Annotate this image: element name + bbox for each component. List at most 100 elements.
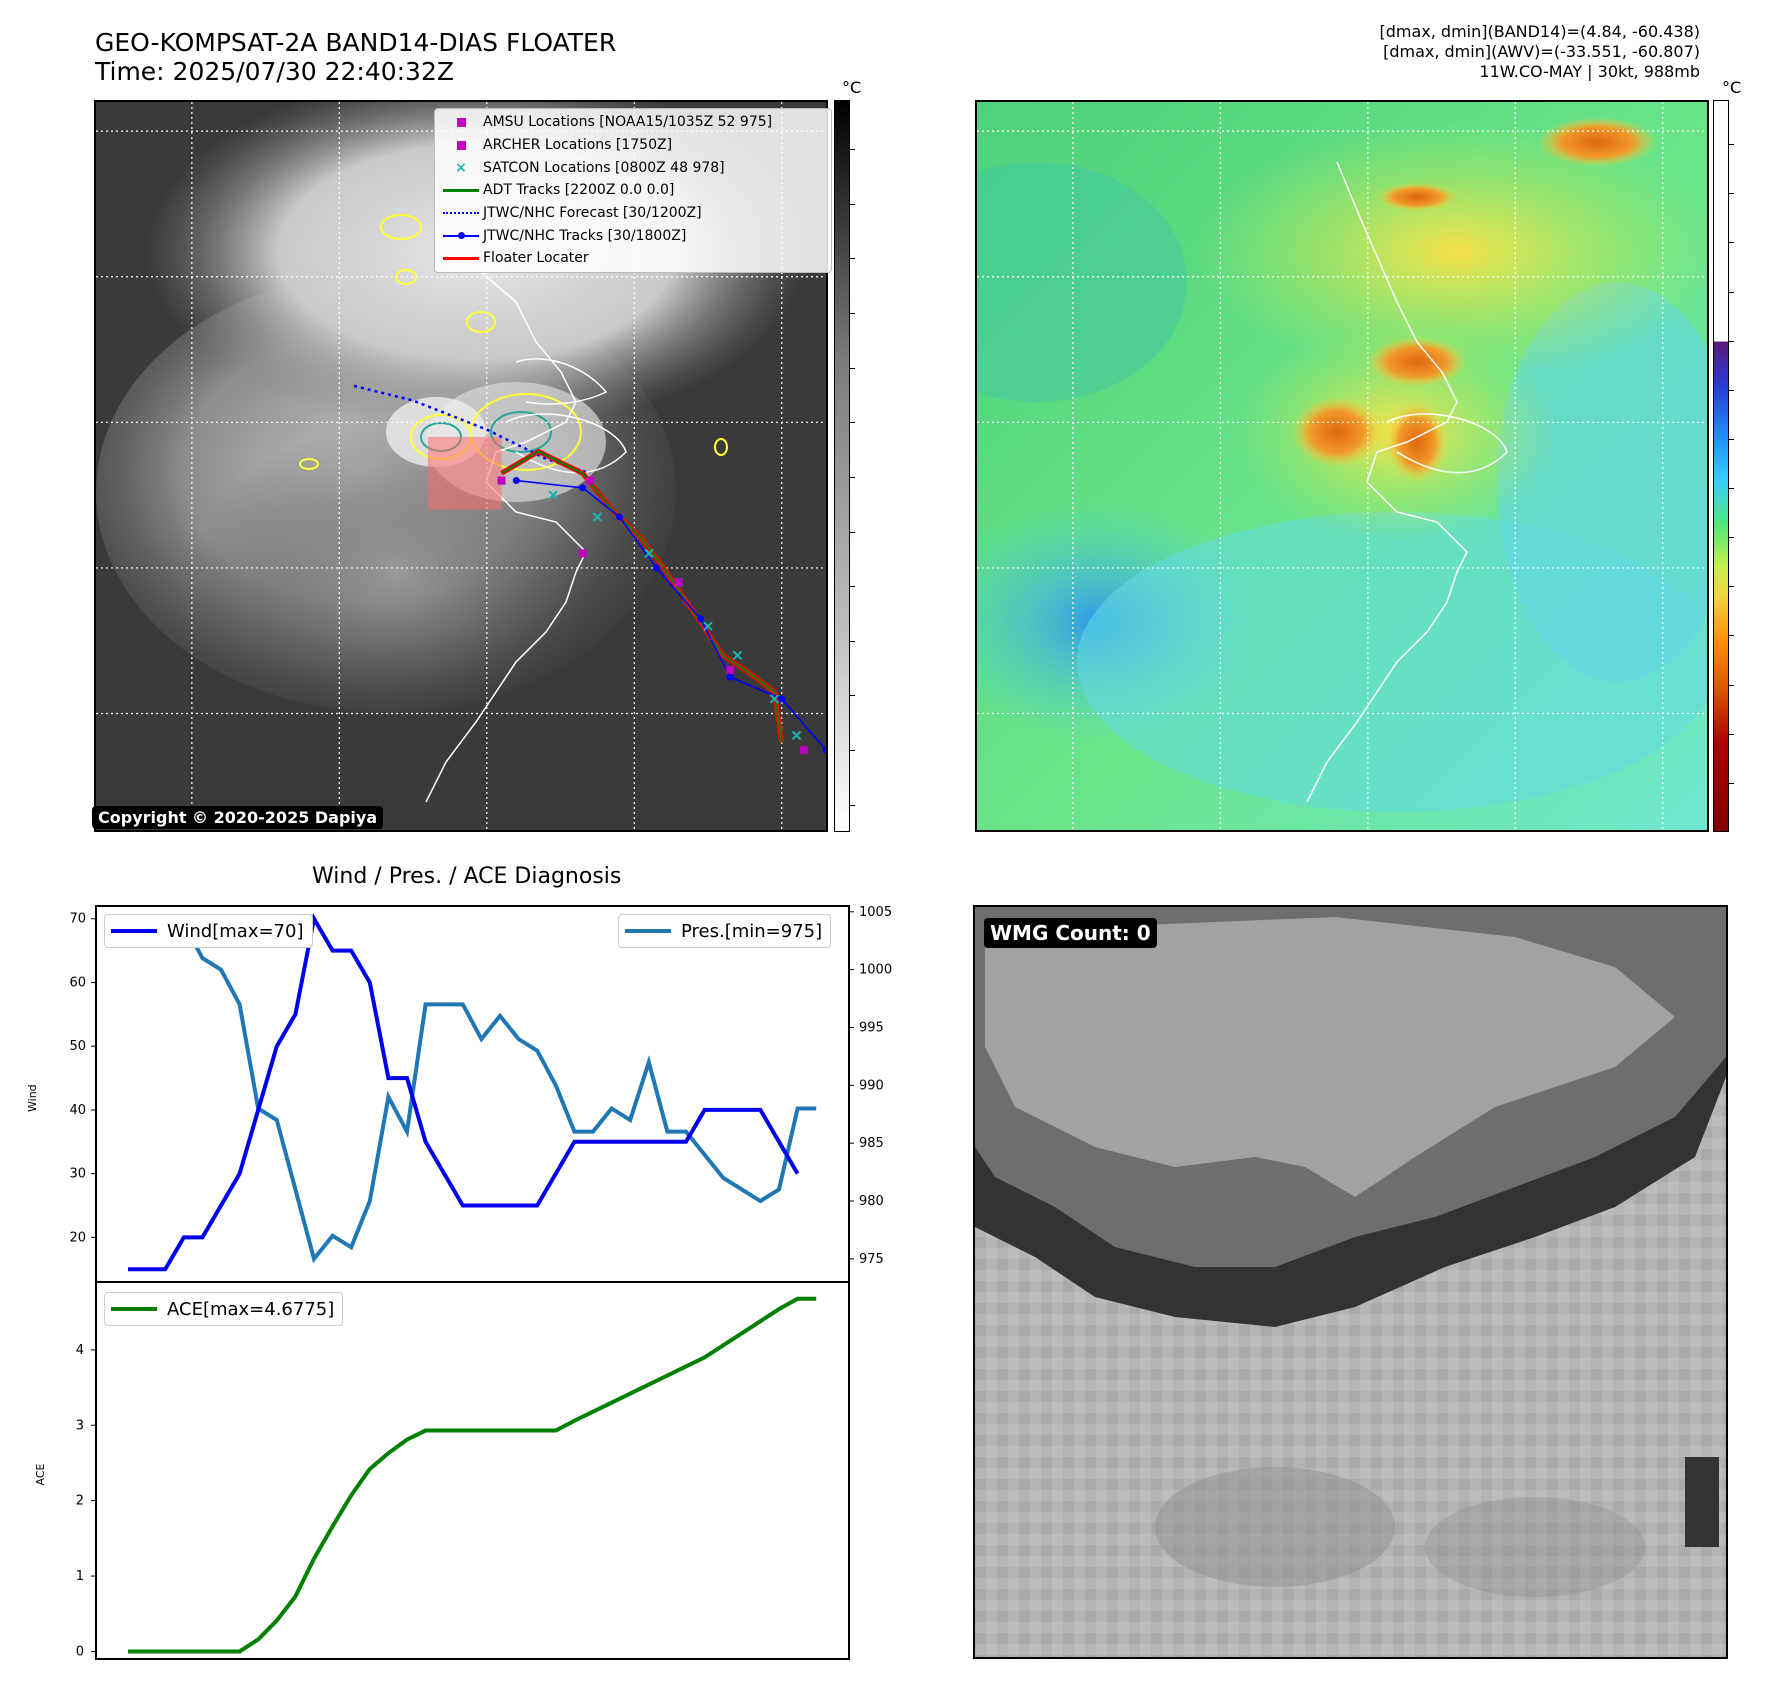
wv-colorbar-unit: °C [1722,78,1742,97]
ir-colorbar [834,100,850,832]
ir-tick-mark [850,422,855,424]
satcon-point [732,650,743,660]
ir-tick-mark [850,586,855,588]
diagnosis-chart: 203040506070Wind97598098599099510001005P… [26,905,892,1660]
wv-tick-mark [1729,782,1734,784]
ir-tick-mark [850,804,855,806]
ir-tick-mark [850,695,855,697]
diagnosis-title: Wind / Pres. / ACE Diagnosis [312,864,622,889]
wv-colorbar [1713,100,1729,832]
ace-series-line [128,1296,817,1654]
ir-tick-mark [850,750,855,752]
ir-tick-mark [850,531,855,533]
adt-track [501,450,783,743]
ace-tick-label: 1 [76,1569,84,1584]
ace-legend-label: ACE[max=4.6775] [167,1298,335,1320]
pressure-tick-label: 995 [859,1020,884,1035]
ir-tick-mark [850,640,855,642]
satcon-point [592,512,603,522]
map-legend-label: ADT Tracks [2200Z 0.0 0.0] [483,182,675,199]
legend-symbol-icon [439,117,483,127]
pressure-tick-label: 980 [859,1194,884,1209]
ir-tick-mark [850,258,855,260]
ir-tick-mark [850,367,855,369]
map-legend-item: ARCHER Locations [1750Z] [439,134,827,157]
info-line-2: [dmax, dmin](AWV)=(-33.551, -60.807) [1383,42,1700,61]
ace-tick-label: 4 [76,1343,84,1358]
wind-tick-label: 70 [69,912,86,927]
ace-legend-line [111,1307,157,1311]
map-legend-item: Floater Locater [439,247,827,270]
wind-series-line [128,913,800,1272]
amsu-point [799,745,808,754]
map-legend-label: SATCON Locations [0800Z 48 978] [483,159,725,176]
ace-legend: ACE[max=4.6775] [104,1292,344,1326]
satcon-point [644,548,654,559]
ace-tick-label: 2 [76,1494,84,1509]
wind-tick-label: 60 [69,975,86,990]
pressure-tick-label: 1005 [859,905,892,920]
jtwc-track-point [822,746,826,754]
map-legend-label: Floater Locater [483,250,589,267]
ir-tick-mark [850,476,855,478]
info-line-3: 11W.CO-MAY | 30kt, 988mb [1479,62,1700,81]
archer-point [586,476,595,485]
legend-symbol-icon [439,231,483,239]
figure-title: GEO-KOMPSAT-2A BAND14-DIAS FLOATER Time:… [95,28,616,86]
satcon-point [791,730,802,741]
pressure-series-line [128,921,817,1264]
legend-symbol-icon [439,140,483,150]
map-legend-item: ADT Tracks [2200Z 0.0 0.0] [439,179,827,202]
wmg-count-badge: WMG Count: 0 [984,918,1157,948]
wv-map-image [977,102,1707,830]
copyright-label: Copyright © 2020-2025 Dapiya [92,806,384,829]
pressure-tick-label: 975 [859,1252,884,1267]
wind-legend-label: Wind[max=70] [167,920,304,942]
jtwc-track-point [616,513,624,521]
pressure-tick-label: 990 [859,1078,884,1093]
map-legend-item: JTWC/NHC Forecast [30/1200Z] [439,202,827,225]
ir-tick-mark [850,149,855,151]
wind-legend-line [111,929,157,933]
ace-tick-label: 0 [76,1644,84,1659]
title-line-2: Time: 2025/07/30 22:40:32Z [95,57,454,86]
wv-tick-mark [1729,537,1734,539]
legend-symbol-icon: × [455,159,467,176]
wv-tick-mark [1729,389,1734,391]
wv-tick-mark [1729,193,1734,195]
wind-tick-label: 50 [69,1039,86,1054]
wind-tick-label: 30 [69,1167,86,1182]
wmg-image [975,907,1726,1657]
pressure-tick-label: 985 [859,1136,884,1151]
floater-box [427,436,502,510]
wv-tick-mark [1729,586,1734,588]
jtwc-track-point [778,695,786,703]
map-legend-label: JTWC/NHC Forecast [30/1200Z] [483,205,702,222]
satcon-point [548,490,558,500]
wv-tick-mark [1729,242,1734,244]
map-legend-item: AMSU Locations [NOAA15/1035Z 52 975] [439,111,827,134]
satcon-point [769,694,780,704]
jtwc-track-point [652,564,660,572]
amsu-point [674,578,683,587]
wv-tick-mark [1729,733,1734,735]
info-line-1: [dmax, dmin](BAND14)=(4.84, -60.438) [1379,22,1701,41]
jtwc-track-point [726,673,734,681]
wv-map-panel [975,100,1709,832]
pressure-tick-label: 1000 [859,963,892,978]
ace-axis-label: ACE [34,1463,47,1485]
ir-tick-mark [850,203,855,205]
wind-legend: Wind[max=70] [104,914,313,948]
map-legend-label: AMSU Locations [NOAA15/1035Z 52 975] [483,114,773,131]
wv-tick-mark [1729,635,1734,637]
amsu-point [726,665,735,674]
map-legend-item: × SATCON Locations [0800Z 48 978] [439,156,827,179]
pressure-legend: Pres.[min=975] [618,914,832,948]
legend-symbol-icon [439,257,483,260]
pressure-legend-line [625,929,671,933]
info-block: [dmax, dmin](BAND14)=(4.84, -60.438) [dm… [1380,22,1701,82]
wv-tick-mark [1729,144,1734,146]
wv-tick-mark [1729,291,1734,293]
legend-symbol-icon [439,212,483,215]
amsu-point [578,549,587,558]
